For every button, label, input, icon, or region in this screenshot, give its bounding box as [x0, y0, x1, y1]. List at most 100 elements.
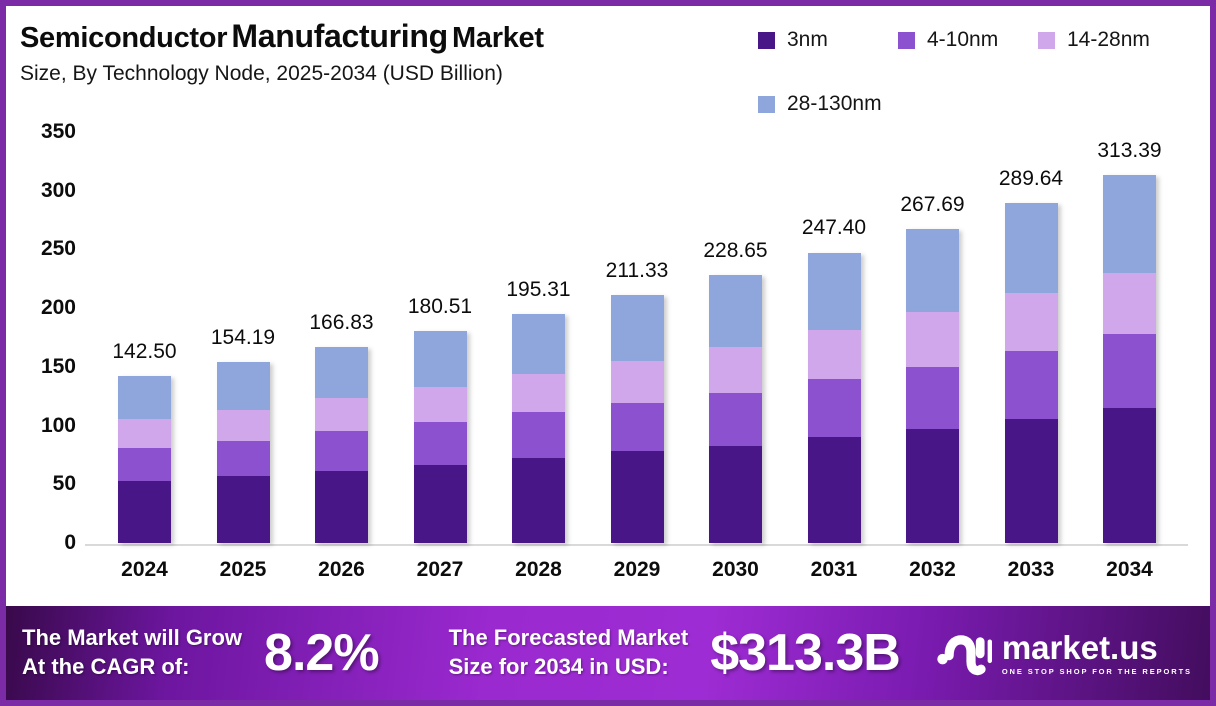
bar-2034: 313.39 — [1097, 132, 1162, 543]
cagr-label-line1: The Market will Grow — [22, 625, 243, 651]
bar-2031: 247.40 — [802, 132, 866, 543]
chart-legend: 3nm 4-10nm 14-28nm 28-130nm — [758, 14, 1196, 116]
bar-segment-3nm — [1004, 419, 1058, 543]
bar-segment-14-28nm — [709, 346, 762, 393]
bar-segment-3nm — [709, 446, 762, 543]
bar-segment-4-10nm — [807, 378, 861, 438]
bar-2032: 267.69 — [900, 132, 965, 543]
bar-total-label: 142.50 — [112, 339, 177, 363]
forecast-value: $313.3B — [710, 624, 901, 682]
bar-segment-4-10nm — [315, 431, 368, 472]
bar-total-label: 166.83 — [309, 311, 374, 335]
bar-2029: 211.33 — [606, 132, 668, 543]
plot-area: 142.50 154.19 166.83 180.51 195.31 211.33 228.… — [88, 132, 1186, 543]
y-tick-label: 200 — [40, 296, 76, 320]
legend-label-3nm: 3nm — [787, 28, 828, 51]
y-tick-label: 300 — [40, 178, 76, 202]
footer-banner: The Market will Grow At the CAGR of: 8.2… — [6, 606, 1210, 700]
bar-stack — [709, 274, 762, 543]
bar-total-label: 154.19 — [210, 325, 276, 349]
x-tick-label: 2026 — [318, 558, 365, 581]
bar-stack — [512, 313, 565, 543]
bar-segment-28-130nm — [610, 294, 664, 361]
bar-segment-3nm — [807, 437, 861, 543]
bar-segment-3nm — [906, 428, 959, 543]
bar-segment-14-28nm — [610, 361, 664, 403]
x-tick-label: 2029 — [613, 558, 661, 581]
bar-segment-14-28nm — [216, 409, 270, 441]
cagr-value: 8.2% — [264, 624, 380, 682]
logo-name: market.us — [1001, 628, 1158, 666]
bar-segment-3nm — [1103, 408, 1156, 543]
title-block: Semiconductor Manufacturing Market Size,… — [20, 14, 544, 116]
bar-stack — [315, 347, 368, 543]
title-part-3: Market — [452, 22, 544, 54]
legend-item-4-10nm: 4-10nm — [898, 28, 1038, 52]
bar-segment-4-10nm — [610, 402, 664, 452]
bar-2028: 195.31 — [506, 132, 571, 543]
bar-total-label: 211.33 — [605, 258, 669, 282]
legend-swatch-3nm — [758, 31, 775, 49]
x-tick-label: 2024 — [121, 558, 168, 581]
logo-text-block: market.us ONE STOP SHOP FOR THE REPORTS — [1002, 631, 1192, 676]
cagr-label-line2: At the CAGR of: — [22, 654, 190, 679]
bar-segment-28-130nm — [512, 313, 565, 375]
y-tick-label: 0 — [64, 531, 76, 554]
bar-total-label: 180.51 — [407, 295, 473, 319]
bar-stack — [1004, 202, 1058, 543]
bar-segment-14-28nm — [906, 311, 959, 367]
bar-total-label: 247.40 — [801, 216, 867, 240]
marketus-logo-icon — [937, 635, 992, 676]
bar-segment-4-10nm — [118, 448, 171, 481]
bar-2027: 180.51 — [408, 132, 472, 543]
bar-2026: 166.83 — [309, 132, 374, 543]
x-tick-label: 2031 — [810, 558, 858, 581]
bar-segment-14-28nm — [807, 330, 861, 379]
bar-segment-4-10nm — [413, 422, 467, 466]
bar-segment-14-28nm — [1004, 293, 1058, 352]
legend-item-3nm: 3nm — [758, 28, 898, 52]
legend-item-28-130nm: 28-130nm — [758, 92, 898, 116]
legend-label-14-28nm: 14-28nm — [1067, 28, 1150, 51]
y-tick-label: 350 — [40, 120, 76, 143]
bar-segment-3nm — [315, 471, 368, 543]
bar-segment-14-28nm — [118, 419, 171, 449]
y-tick-label: 50 — [52, 472, 76, 496]
marketus-logo: market.us ONE STOP SHOP FOR THE REPORTS — [936, 629, 1192, 677]
bar-segment-28-130nm — [709, 274, 762, 347]
bar-segment-28-130nm — [807, 252, 861, 331]
logo-tagline: ONE STOP SHOP FOR THE REPORTS — [1001, 666, 1192, 676]
bar-total-label: 195.31 — [506, 277, 571, 301]
bar-stack — [610, 294, 664, 543]
y-tick-label: 250 — [40, 237, 76, 261]
title-part-2: Manufacturing — [231, 18, 448, 54]
bar-segment-3nm — [118, 480, 171, 543]
bar-segment-4-10nm — [1103, 334, 1156, 409]
x-axis-line — [85, 544, 1188, 546]
bar-stack — [1103, 175, 1156, 543]
x-tick-label: 2027 — [416, 558, 464, 581]
bar-segment-14-28nm — [512, 374, 565, 413]
bar-segment-3nm — [512, 457, 565, 543]
forecast-label-line2: Size for 2034 in USD: — [448, 654, 669, 679]
legend-swatch-14-28nm — [1038, 31, 1055, 49]
title-part-1: Semiconductor — [20, 22, 228, 54]
legend-swatch-28-130nm — [758, 95, 775, 113]
bar-stack — [413, 331, 467, 543]
bar-stack — [118, 375, 171, 543]
legend-item-14-28nm: 14-28nm — [1038, 28, 1178, 52]
forecast-label-line1: The Forecasted Market — [448, 625, 689, 651]
header: Semiconductor Manufacturing Market Size,… — [20, 14, 1196, 116]
bar-segment-28-130nm — [1004, 202, 1058, 294]
bar-segment-3nm — [610, 451, 664, 543]
bar-segment-4-10nm — [512, 412, 565, 458]
bar-2030: 228.65 — [703, 132, 768, 543]
bar-segment-4-10nm — [1004, 351, 1058, 420]
legend-label-28-130nm: 28-130nm — [787, 92, 882, 115]
bar-2025: 154.19 — [211, 132, 275, 543]
bar-total-label: 289.64 — [998, 166, 1064, 190]
bar-segment-28-130nm — [413, 331, 467, 387]
bar-total-label: 313.39 — [1097, 139, 1162, 162]
bar-segment-3nm — [413, 465, 467, 543]
y-tick-label: 150 — [40, 354, 76, 378]
